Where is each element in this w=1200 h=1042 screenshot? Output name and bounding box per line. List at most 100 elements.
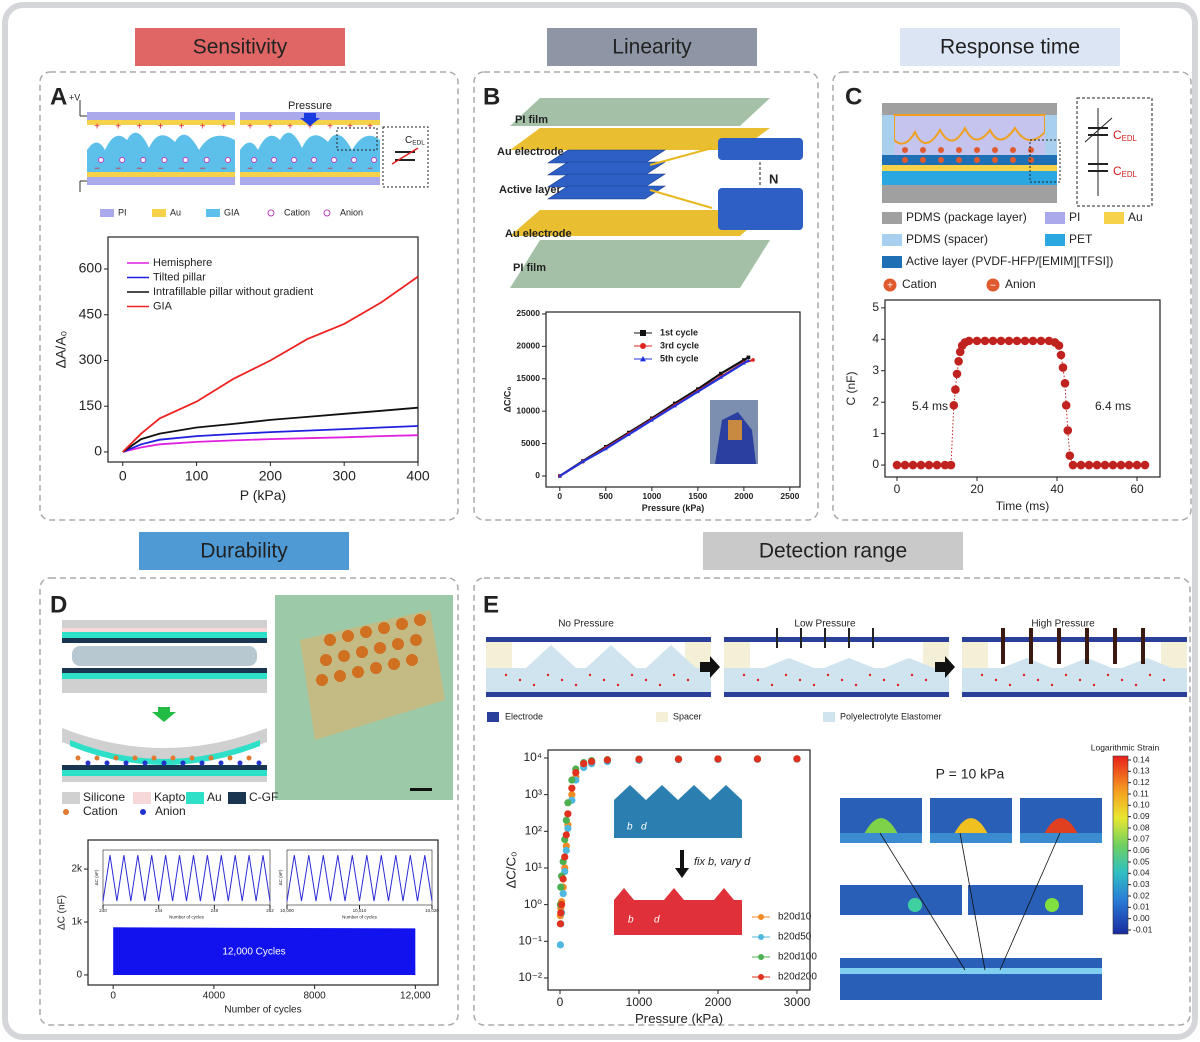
- charge-sign: −: [347, 164, 353, 175]
- annotation: 6.4 ms: [1095, 399, 1131, 413]
- c-edl-symbol: C: [1113, 128, 1122, 142]
- y-tick-label: 10⁰: [524, 897, 542, 911]
- y-tick-label: 450: [79, 305, 103, 321]
- legend-entry: Au: [170, 207, 181, 217]
- data-point: [640, 343, 646, 349]
- y-tick-label: 10000: [516, 405, 540, 415]
- data-point: [954, 357, 963, 366]
- data-point: [981, 337, 990, 346]
- colorbar-tick-label: 0.11: [1133, 788, 1149, 798]
- charge-sign: +: [887, 281, 893, 292]
- ion: [920, 157, 926, 163]
- cgf: [62, 668, 267, 673]
- legend-swatch: [186, 792, 204, 804]
- y-tick-label: 300: [79, 351, 103, 367]
- fea-map: [840, 958, 1102, 1000]
- pi-layer: [240, 177, 380, 185]
- y-tick-label: 10⁻²: [518, 970, 542, 984]
- x-tick-label: 0: [894, 482, 901, 496]
- colorbar-tick-label: 0.10: [1133, 800, 1150, 810]
- ion: [1107, 674, 1109, 676]
- y-tick-label: 600: [79, 260, 103, 276]
- ion: [911, 674, 913, 676]
- legend-entry: 1st cycle: [660, 327, 698, 337]
- ion: [974, 157, 980, 163]
- sensor-pad: [370, 662, 382, 674]
- ion: [547, 674, 549, 676]
- pdms-package: [882, 185, 1057, 203]
- y-axis-label: ΔC (nF): [278, 869, 283, 885]
- charge-sign: −: [179, 164, 185, 175]
- x-tick-label: 500: [599, 491, 613, 501]
- data-point: [572, 769, 579, 776]
- sensor-pad: [378, 622, 390, 634]
- x-tick-label: 12,000: [400, 991, 431, 1002]
- active-sheet: [718, 138, 803, 160]
- sensor-pad: [396, 618, 408, 630]
- state-label: High Pressure: [1031, 619, 1095, 630]
- legend-entry: PI: [1069, 210, 1080, 224]
- colorbar: [1113, 756, 1128, 934]
- charge-sign: +: [367, 122, 373, 133]
- ion: [687, 679, 689, 681]
- silicone: [62, 776, 267, 782]
- sensor-pad: [388, 658, 400, 670]
- state-label: No Pressure: [558, 619, 614, 630]
- charge-sign: −: [307, 164, 313, 175]
- y-tick-label: 1: [872, 426, 879, 440]
- ion: [827, 674, 829, 676]
- ion: [76, 756, 81, 761]
- ion: [519, 679, 521, 681]
- data-point: [1141, 461, 1150, 470]
- x-tick-label: 4000: [203, 991, 226, 1002]
- ion: [883, 679, 885, 681]
- data-point: [1117, 461, 1126, 470]
- data-point: [1093, 461, 1102, 470]
- data-point: [917, 461, 926, 470]
- sensor-pad: [352, 666, 364, 678]
- ion: [257, 761, 262, 766]
- layer-label: Active layer: [499, 184, 561, 196]
- ion: [855, 684, 857, 686]
- legend-swatch: [882, 212, 902, 224]
- ion: [869, 674, 871, 676]
- zoom-inset: [1077, 98, 1152, 206]
- legend-swatch: [1045, 234, 1065, 246]
- section-title: Durability: [200, 540, 288, 563]
- y-tick-label: 0: [76, 970, 82, 981]
- y-tick-label: 4: [872, 331, 879, 345]
- c-edl-subscript: EDL: [1122, 170, 1138, 179]
- ion: [181, 761, 186, 766]
- x-axis-label: Time (ms): [996, 499, 1050, 513]
- colorbar-tick-label: 0.08: [1133, 822, 1150, 832]
- ion: [1065, 674, 1067, 676]
- au-layer: [62, 770, 267, 776]
- ion: [603, 679, 605, 681]
- x-axis-label: Number of cycles: [342, 915, 378, 920]
- colorbar-tick-label: -0.01: [1133, 924, 1153, 934]
- legend-swatch: [62, 792, 80, 804]
- fea-band: [840, 968, 1102, 974]
- y-tick-label: 150: [79, 397, 103, 413]
- silicone: [62, 620, 267, 628]
- electrode: [724, 692, 949, 697]
- data-point: [564, 810, 571, 817]
- ion: [938, 157, 944, 163]
- ion: [225, 158, 230, 163]
- y-tick-label: 10⁴: [523, 750, 542, 764]
- data-point: [1066, 451, 1075, 460]
- legend-swatch: [1045, 212, 1065, 224]
- ion: [372, 158, 377, 163]
- fea-map: [968, 885, 1083, 915]
- layer-label: PI film: [515, 114, 548, 126]
- gel: [72, 646, 257, 666]
- ion: [162, 158, 167, 163]
- active-stack: [718, 188, 803, 230]
- silicone: [62, 679, 267, 693]
- ion: [575, 684, 577, 686]
- plot-frame: [103, 850, 270, 905]
- ion: [200, 761, 205, 766]
- ion: [1135, 684, 1137, 686]
- data-point: [1029, 337, 1038, 346]
- pi-film: [510, 240, 770, 288]
